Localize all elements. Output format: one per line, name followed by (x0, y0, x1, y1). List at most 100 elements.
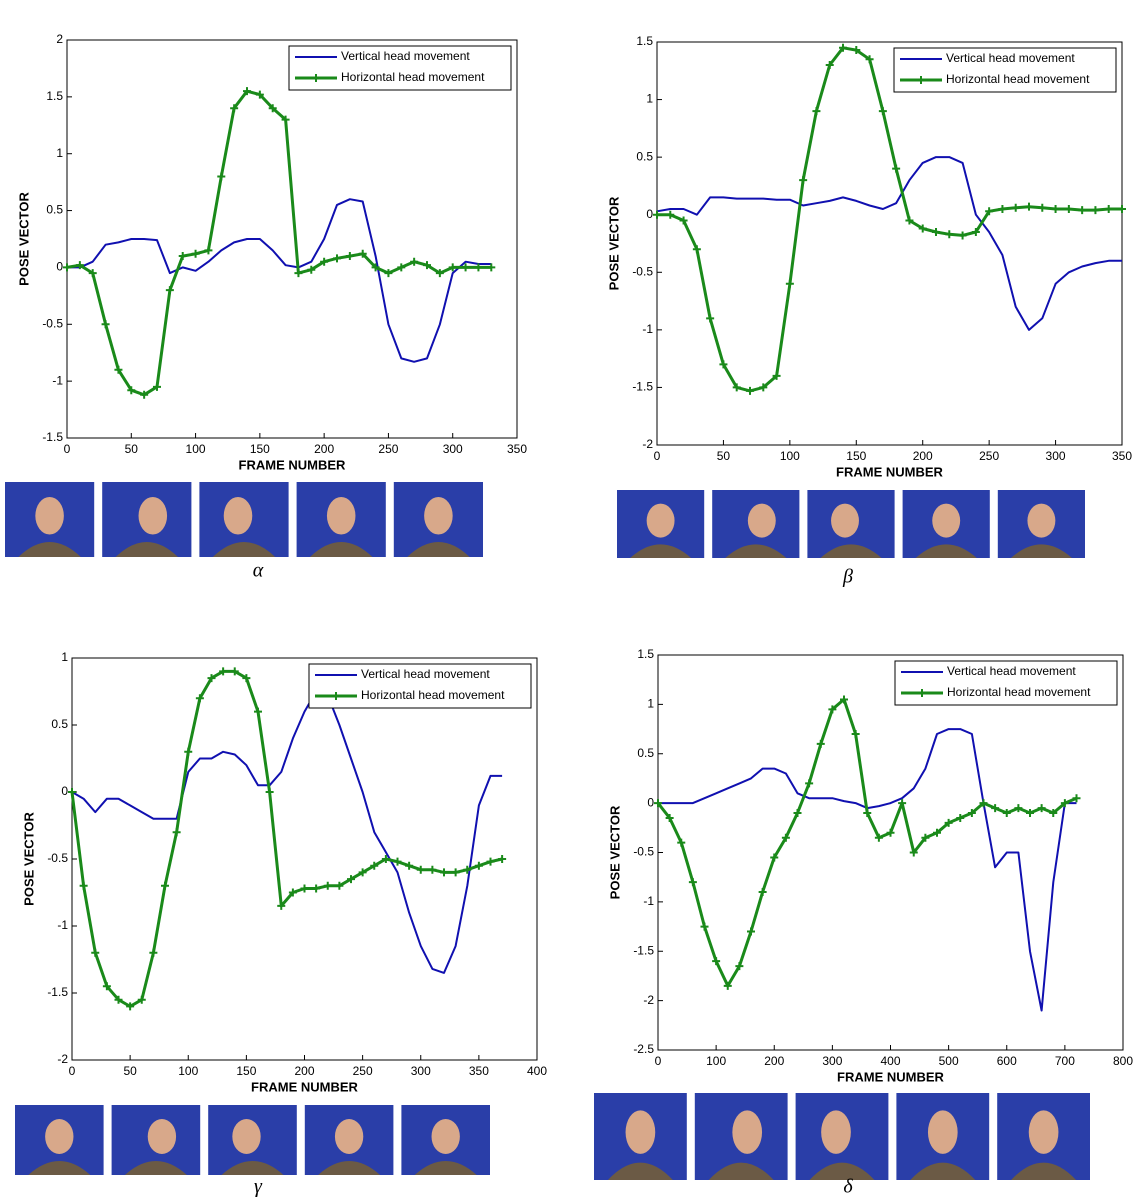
x-tick-label: 400 (880, 1054, 900, 1068)
thumbnail-face (821, 1110, 851, 1154)
x-tick-label: 50 (123, 1064, 137, 1078)
x-tick-label: 100 (780, 449, 800, 463)
x-tick-label: 250 (378, 442, 398, 456)
y-tick-label: 0.5 (637, 746, 654, 760)
x-tick-label: 250 (979, 449, 999, 463)
x-tick-label: 150 (236, 1064, 256, 1078)
thumbnail-face (831, 504, 859, 538)
y-tick-label: 1.5 (636, 34, 653, 48)
x-axis-label: FRAME NUMBER (251, 1079, 358, 1094)
thumbnail-face (432, 1119, 460, 1154)
thumbnail-face (45, 1119, 73, 1154)
thumbnail-face (35, 497, 64, 535)
thumbnail-face (139, 497, 168, 535)
y-tick-label: -1 (52, 373, 63, 387)
x-axis-label: FRAME NUMBER (837, 1069, 944, 1084)
x-tick-label: 150 (846, 449, 866, 463)
x-tick-label: 50 (125, 442, 139, 456)
y-tick-label: 0.5 (46, 203, 63, 217)
x-tick-label: 350 (469, 1064, 489, 1078)
x-tick-label: 300 (1046, 449, 1066, 463)
y-tick-label: -0.5 (47, 851, 68, 865)
y-tick-label: 1 (61, 650, 68, 664)
thumbnail-face (327, 497, 356, 535)
thumbnail-face (1027, 504, 1055, 538)
y-axis-label: POSE VECTOR (607, 805, 622, 899)
y-tick-label: -1.5 (42, 430, 63, 444)
y-axis-label: POSE VECTOR (16, 192, 31, 286)
x-tick-label: 200 (294, 1064, 314, 1078)
legend-label: Vertical head movement (341, 49, 470, 63)
x-tick-label: 100 (186, 442, 206, 456)
x-tick-label: 0 (655, 1054, 662, 1068)
x-tick-label: 200 (764, 1054, 784, 1068)
y-tick-label: -0.5 (42, 316, 63, 330)
y-tick-label: -1.5 (632, 380, 653, 394)
thumbnail-face (748, 504, 776, 538)
y-tick-label: 0 (647, 795, 654, 809)
thumbnail-face (928, 1110, 958, 1154)
y-tick-label: 0.5 (636, 149, 653, 163)
x-tick-label: 50 (717, 449, 731, 463)
y-tick-label: 1.5 (637, 647, 654, 661)
y-tick-label: 1.5 (46, 89, 63, 103)
legend-label: Horizontal head movement (361, 688, 505, 702)
thumbnail-face (1029, 1110, 1059, 1154)
y-tick-label: 0 (61, 784, 68, 798)
thumbnail-face (932, 504, 960, 538)
y-tick-label: -1 (643, 894, 654, 908)
x-tick-label: 300 (822, 1054, 842, 1068)
legend-label: Vertical head movement (946, 51, 1075, 65)
thumbnail-face (424, 497, 453, 535)
thumbnail-face (232, 1119, 260, 1154)
y-tick-label: -0.5 (633, 845, 654, 859)
x-axis-label: FRAME NUMBER (836, 464, 943, 479)
y-tick-label: -1.5 (47, 985, 68, 999)
thumbnail-face (647, 504, 675, 538)
x-tick-label: 800 (1113, 1054, 1133, 1068)
x-tick-label: 600 (997, 1054, 1017, 1068)
x-tick-label: 200 (913, 449, 933, 463)
x-tick-label: 100 (178, 1064, 198, 1078)
legend-label: Horizontal head movement (341, 70, 485, 84)
x-tick-label: 500 (939, 1054, 959, 1068)
x-tick-label: 400 (527, 1064, 547, 1078)
caption: β (842, 566, 853, 588)
x-tick-label: 700 (1055, 1054, 1075, 1068)
y-tick-label: 1 (646, 92, 653, 106)
y-axis-label: POSE VECTOR (21, 812, 36, 906)
legend-label: Vertical head movement (947, 664, 1076, 678)
x-tick-label: 300 (443, 442, 463, 456)
y-tick-label: -1.5 (633, 943, 654, 957)
thumbnail-face (224, 497, 253, 535)
x-tick-label: 350 (1112, 449, 1132, 463)
y-tick-label: 0.5 (51, 717, 68, 731)
thumbnail-face (335, 1119, 363, 1154)
x-tick-label: 100 (706, 1054, 726, 1068)
x-tick-label: 250 (353, 1064, 373, 1078)
x-tick-label: 0 (64, 442, 71, 456)
legend-label: Horizontal head movement (946, 72, 1090, 86)
y-tick-label: 2 (56, 32, 63, 46)
y-tick-label: 1 (56, 146, 63, 160)
caption: α (253, 560, 264, 582)
caption: δ (843, 1176, 853, 1197)
y-tick-label: -2 (57, 1052, 68, 1066)
y-tick-label: 1 (647, 697, 654, 711)
thumbnail-face (626, 1110, 656, 1154)
y-axis-label: POSE VECTOR (606, 196, 621, 290)
thumbnail-face (732, 1110, 762, 1154)
caption: γ (254, 1176, 263, 1197)
y-tick-label: -1 (642, 322, 653, 336)
legend-label: Horizontal head movement (947, 685, 1091, 699)
legend-label: Vertical head movement (361, 667, 490, 681)
y-tick-label: -0.5 (632, 264, 653, 278)
thumbnail-face (148, 1119, 176, 1154)
plot-area (658, 655, 1123, 1050)
x-tick-label: 150 (250, 442, 270, 456)
y-tick-label: -1 (57, 918, 68, 932)
figure: 050100150200250300350-1.5-1-0.500.511.52… (0, 0, 1146, 1197)
y-tick-label: 0 (646, 207, 653, 221)
x-axis-label: FRAME NUMBER (239, 457, 346, 472)
y-tick-label: -2.5 (633, 1042, 654, 1056)
